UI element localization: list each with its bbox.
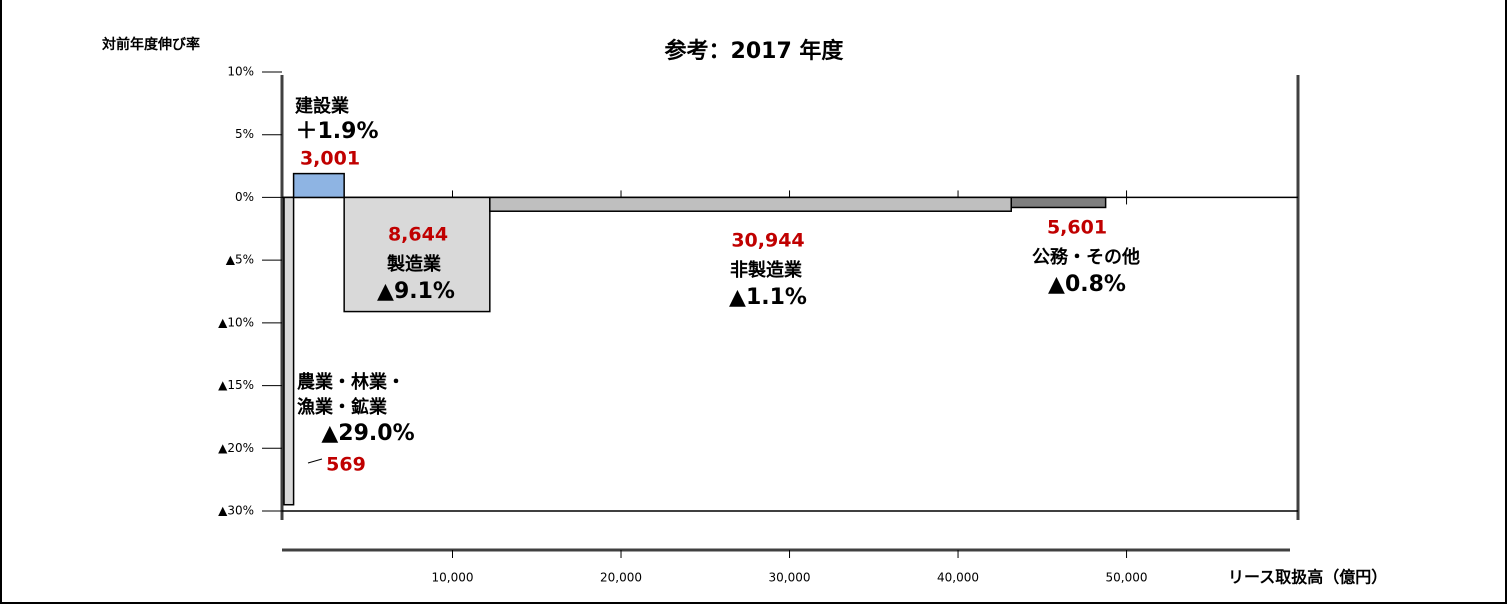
x-tick-label: 50,000 [1106,571,1148,585]
width-label: 30,944 [731,230,804,252]
y-tick-label: ▲20% [218,441,254,455]
value-label: ▲1.1% [729,285,807,310]
y-axis-label: 対前年度伸び率 [101,36,200,53]
bar [1010,196,1107,209]
bar [283,196,295,506]
width-label: 5,601 [1047,217,1107,239]
category-label: 製造業 [386,253,442,275]
value-label: ＋1.9% [295,119,378,144]
y-tick-label: 0% [235,190,254,204]
x-tick-label: 10,000 [432,571,474,585]
y-tick-label: 10% [227,65,254,79]
width-label: 8,644 [388,224,448,246]
category-label: 漁業・鉱業 [297,396,388,418]
category-label: 非製造業 [730,259,803,281]
value-label: ▲9.1% [377,279,455,304]
width-label: 569 [326,454,366,476]
chart-title: 参考：2017 年度 [665,38,845,64]
width-label: 3,001 [300,148,360,170]
bar [343,196,491,313]
category-label: 農業・林業・ [297,371,405,393]
x-tick-label: 40,000 [937,571,979,585]
bar [489,196,1013,212]
y-tick-label: ▲10% [218,315,254,329]
value-label: ▲29.0% [321,421,414,446]
value-label: ▲0.8% [1048,272,1126,297]
leader-line [307,458,323,464]
x-axis-label: リース取扱高（億円） [1228,568,1387,587]
bar [292,172,345,199]
y-tick-label: ▲5% [226,253,254,267]
y-tick-label: ▲30% [218,504,254,518]
y-tick-label: ▲15% [218,378,254,392]
category-label: 建設業 [295,95,350,117]
x-tick-label: 30,000 [769,571,811,585]
category-label: 公務・その他 [1032,246,1140,268]
y-tick-label: 5% [235,127,254,141]
x-tick-label: 20,000 [600,571,642,585]
